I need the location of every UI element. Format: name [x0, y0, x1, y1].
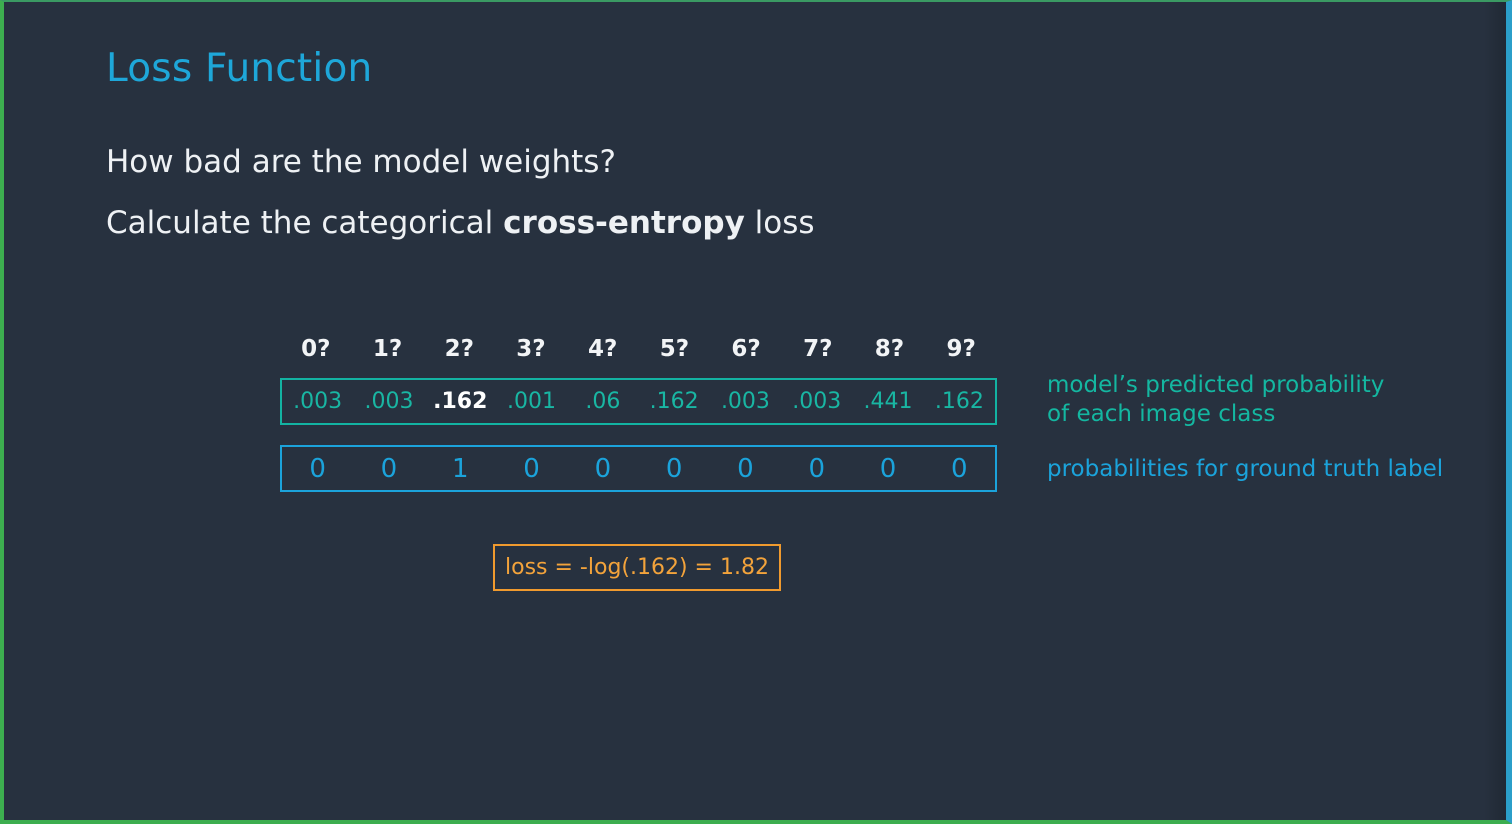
ground-truth-cell: 0 — [523, 453, 540, 484]
predicted-probability-cell: .162 — [934, 389, 984, 414]
class-label: 6? — [731, 336, 761, 362]
predicted-annotation-line-1: model’s predicted probability — [1047, 372, 1385, 398]
class-labels-row: 0? 1? 2? 3? 4? 5? 6? 7? 8? 9? — [280, 332, 997, 368]
class-label: 3? — [516, 336, 546, 362]
predicted-probability-cell: .001 — [507, 389, 557, 414]
class-label: 8? — [874, 336, 905, 362]
predicted-probability-annotation: model’s predicted probability of each im… — [1047, 371, 1384, 429]
slide-title: Loss Function — [106, 46, 373, 91]
ground-truth-cell: 0 — [879, 453, 897, 484]
ground-truth-cell: 0 — [380, 453, 398, 484]
class-label: 2? — [444, 336, 474, 362]
predicted-probability-cell: .003 — [293, 389, 343, 414]
ground-truth-cell: 0 — [737, 453, 754, 484]
predicted-probability-cell: .003 — [792, 389, 842, 414]
class-label: 9? — [946, 336, 976, 362]
loss-formula-box: loss = -log(.162) = 1.82 — [493, 544, 781, 591]
calculation-prefix: Calculate the categorical — [106, 205, 504, 241]
ground-truth-cell: 0 — [594, 453, 612, 484]
ground-truth-cell: 1 — [451, 453, 469, 484]
calculation-bold-term: cross-entropy — [503, 205, 745, 241]
predicted-annotation-line-2: of each image class — [1047, 401, 1276, 427]
question-text: How bad are the model weights? — [106, 144, 616, 180]
ground-truth-vector: 0 0 1 0 0 0 0 0 0 0 — [280, 445, 997, 492]
ground-truth-cell: 0 — [808, 453, 825, 484]
predicted-probability-cell: .06 — [585, 389, 621, 414]
edge-shade — [1484, 2, 1506, 820]
ground-truth-cell: 0 — [951, 453, 968, 484]
predicted-probability-cell: .162 — [433, 389, 488, 414]
class-label: 7? — [803, 336, 833, 362]
predicted-probability-cell: .162 — [649, 389, 699, 414]
calculation-text: Calculate the categorical cross-entropy … — [106, 205, 815, 241]
predicted-probability-cell: .003 — [364, 389, 414, 414]
predicted-probability-cell: .003 — [720, 389, 770, 414]
ground-truth-cell: 0 — [665, 453, 683, 484]
ground-truth-annotation: probabilities for ground truth label — [1047, 456, 1444, 482]
calculation-suffix: loss — [744, 205, 815, 241]
class-label: 5? — [659, 336, 690, 362]
class-label: 1? — [372, 336, 403, 362]
class-label: 0? — [301, 336, 331, 362]
ground-truth-cell: 0 — [309, 453, 326, 484]
predicted-probability-cell: .441 — [863, 389, 913, 414]
predicted-probability-vector: .003 .003 .162 .001 .06 .162 .003 .003 .… — [280, 378, 997, 425]
class-label: 4? — [587, 336, 618, 362]
